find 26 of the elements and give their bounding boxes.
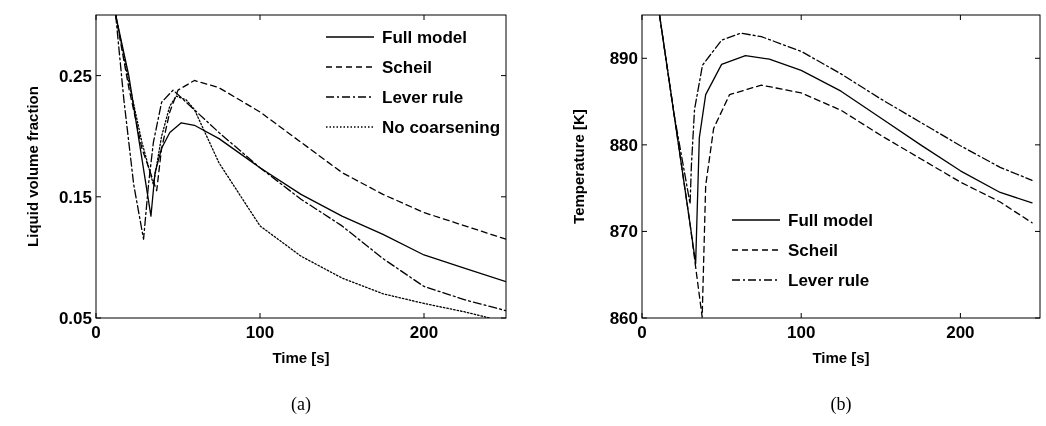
y-axis-title: Temperature [K] bbox=[570, 109, 587, 224]
x-axis-title: Time [s] bbox=[812, 349, 870, 366]
y-tick-label: 860 bbox=[609, 309, 638, 328]
y-tick-label: 880 bbox=[609, 135, 638, 155]
y-tick-label: 0.05 bbox=[58, 309, 92, 328]
x-tick-label: 100 bbox=[245, 323, 275, 342]
y-tick-label: 870 bbox=[609, 222, 638, 242]
text: (b) bbox=[830, 394, 852, 415]
legend-label: Full model bbox=[382, 28, 467, 47]
y-axis-title: Liquid volume fraction bbox=[24, 86, 41, 247]
legend-label: Lever rule bbox=[382, 88, 464, 107]
legend-label: Lever rule bbox=[788, 271, 870, 290]
x-tick-label: 100 bbox=[787, 323, 816, 342]
x-tick-label: 0 bbox=[91, 323, 101, 342]
y-tick-label: 0.25 bbox=[58, 66, 92, 86]
x-tick-label: 200 bbox=[409, 323, 439, 342]
y-tick-label: 0.15 bbox=[58, 187, 92, 207]
legend-label: Full model bbox=[788, 211, 873, 230]
legend-label: Scheil bbox=[788, 241, 839, 260]
x-tick-label: 200 bbox=[946, 323, 975, 342]
text: (a) bbox=[291, 394, 311, 415]
x-tick-label: 0 bbox=[637, 323, 647, 342]
legend-label: Scheil bbox=[382, 58, 433, 77]
x-axis-title: Time [s] bbox=[272, 349, 330, 366]
legend-label: No coarsening bbox=[382, 118, 501, 137]
y-tick-label: 890 bbox=[609, 49, 638, 69]
